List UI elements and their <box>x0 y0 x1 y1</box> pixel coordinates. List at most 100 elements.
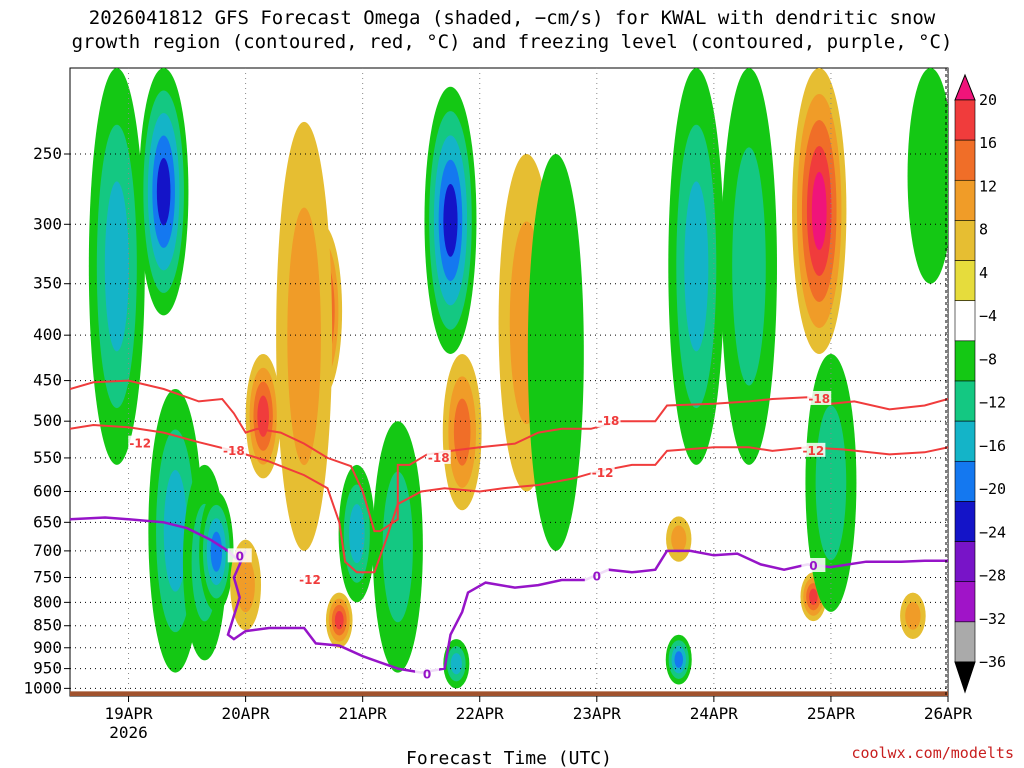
dgz-label-1: -18 <box>428 451 450 465</box>
colorbar-swatch-14 <box>954 621 976 663</box>
y-tick-label-850: 850 <box>33 616 62 635</box>
dgz-label-0-bg <box>221 442 246 457</box>
y-tick-label-800: 800 <box>33 592 62 611</box>
dgz-label-extra-1: -12 <box>299 573 321 587</box>
colorbar-bottom-arrow <box>954 661 976 694</box>
dgz-label-extra-0-bg <box>128 435 153 450</box>
colorbar-swatch-4 <box>954 220 976 261</box>
colorbar-label-10: −24 <box>979 523 1006 541</box>
surface-terrain <box>70 691 948 696</box>
freezing-label-extra-2: 0 <box>809 559 817 573</box>
chart-title: 2026041812 GFS Forecast Omega (shaded, −… <box>0 6 1024 54</box>
omega-feature-25-level-0 <box>907 68 948 284</box>
colorbar-label-7: −12 <box>979 394 1006 412</box>
colorbar-label-3: 8 <box>979 221 988 239</box>
dgz-label-extra-3-bg <box>596 413 621 428</box>
x-tick-label-0: 19APR <box>104 704 153 723</box>
y-tick-label-550: 550 <box>33 448 62 467</box>
y-tick-label-700: 700 <box>33 541 62 560</box>
dgz-label-1-bg <box>426 449 451 464</box>
colorbar-swatch-9 <box>954 420 976 462</box>
dgz-label-extra-2-bg <box>590 465 615 480</box>
x-tick-label-1: 20APR <box>222 704 271 723</box>
dgz-label-extra-0: -12 <box>129 437 151 451</box>
y-tick-label-300: 300 <box>33 214 62 233</box>
title-line-1: 2026041812 GFS Forecast Omega (shaded, −… <box>88 7 936 29</box>
y-tick-label-500: 500 <box>33 411 62 430</box>
y-tick-label-450: 450 <box>33 371 62 390</box>
dgz-contour-0 <box>70 379 948 533</box>
colorbar-swatch-2 <box>954 139 976 181</box>
colorbar-label-2: 12 <box>979 178 997 196</box>
dgz-label-0: -18 <box>223 444 245 458</box>
y-tick-label-900: 900 <box>33 638 62 657</box>
colorbar-swatch-7 <box>954 340 976 382</box>
y-tick-label-400: 400 <box>33 325 62 344</box>
dgz-label-extra-3: -18 <box>598 414 620 428</box>
x-tick-label-7: 26APR <box>924 704 973 723</box>
colorbar-swatch-3 <box>954 179 976 221</box>
x-tick-label-4: 23APR <box>573 704 622 723</box>
freezing-label-extra-1: 0 <box>593 569 601 583</box>
colorbar-swatch-8 <box>954 380 976 422</box>
colorbar-label-12: −32 <box>979 610 1006 628</box>
colorbar-label-9: −20 <box>979 480 1006 498</box>
omega-feature-8-level-1 <box>287 207 321 466</box>
colorbar-swatch-13 <box>954 581 976 623</box>
x-axis-label: Forecast Time (UTC) <box>406 748 612 768</box>
omega-feature-13-level-2 <box>453 398 471 466</box>
colorbar-swatch-12 <box>954 541 976 583</box>
colorbar-label-0: 20 <box>979 91 997 109</box>
omega-feature-6-level-1 <box>236 557 255 613</box>
dgz-label-extra-4-bg <box>807 390 832 405</box>
dgz-label-extra-2: -12 <box>592 466 614 480</box>
y-tick-label-650: 650 <box>33 512 62 531</box>
colorbar-label-8: −16 <box>979 437 1006 455</box>
colorbar-label-4: 4 <box>979 264 988 282</box>
freezing-label-0: 0 <box>236 549 244 563</box>
colorbar-swatch-1 <box>954 99 976 141</box>
omega-feature-12-level-4 <box>443 183 458 257</box>
omega-feature-20-level-1 <box>732 147 766 386</box>
freezing-label-extra-2-bg <box>801 558 826 573</box>
dgz-label-extra-1-bg <box>297 572 322 587</box>
omega-feature-16-level-0 <box>527 154 584 551</box>
dgz-label-extra-5-bg <box>801 442 826 457</box>
colorbar-label-13: −36 <box>979 653 1006 671</box>
omega-feature-9-level-3 <box>334 610 344 630</box>
colorbar-top-arrow <box>954 73 976 101</box>
y-tick-label-750: 750 <box>33 567 62 586</box>
freezing-label-extra-0-bg <box>415 666 440 681</box>
x-tick-sublabel-0: 2026 <box>109 723 148 742</box>
omega-feature-17-level-2 <box>684 181 709 352</box>
credit-text[interactable]: coolwx.com/modelts <box>851 744 1014 762</box>
x-tick-label-2: 21APR <box>339 704 388 723</box>
omega-feature-10-level-2 <box>349 504 365 564</box>
freezing-label-extra-1-bg <box>584 568 609 583</box>
colorbar-swatch-11 <box>954 501 976 542</box>
x-tick-label-3: 22APR <box>456 704 505 723</box>
omega-feature-11-level-1 <box>382 471 413 623</box>
dgz-label-extra-4: -18 <box>808 392 830 406</box>
omega-feature-14-level-2 <box>450 653 462 675</box>
omega-feature-1-level-4 <box>156 158 171 226</box>
colorbar-label-1: 16 <box>979 134 997 152</box>
y-tick-label-350: 350 <box>33 274 62 293</box>
freezing-label-0-bg <box>227 548 252 563</box>
omega-feature-2-level-2 <box>163 470 187 592</box>
colorbar-swatch-10 <box>954 460 976 502</box>
colorbar-swatch-6 <box>954 300 976 342</box>
freezing-label-extra-0: 0 <box>423 668 431 682</box>
omega-feature-0-level-2 <box>104 181 129 352</box>
y-tick-label-250: 250 <box>33 144 62 163</box>
y-tick-label-950: 950 <box>33 659 62 678</box>
x-tick-label-5: 24APR <box>690 704 739 723</box>
colorbar-label-11: −28 <box>979 567 1006 585</box>
x-tick-label-6: 25APR <box>807 704 856 723</box>
title-line-2: growth region (contoured, red, °C) and f… <box>71 31 953 53</box>
colorbar-label-5: −4 <box>979 307 997 325</box>
colorbar-swatch-5 <box>954 260 976 302</box>
omega-feature-22-level-3 <box>809 588 818 605</box>
y-tick-label-600: 600 <box>33 481 62 500</box>
